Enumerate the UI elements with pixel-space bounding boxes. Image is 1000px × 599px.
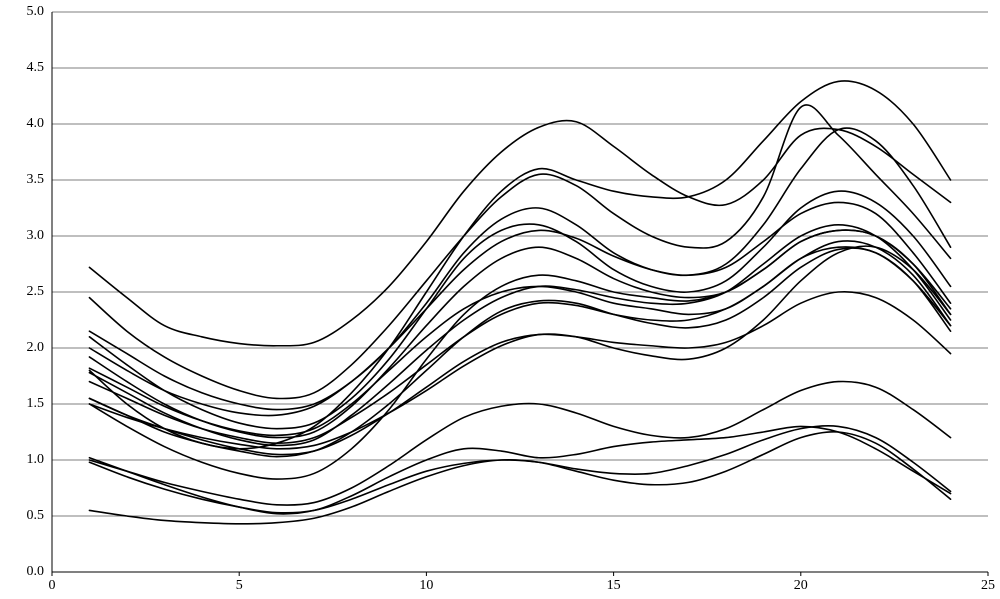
y-tick-label: 3.0 <box>0 228 44 244</box>
y-tick-label: 0.0 <box>0 564 44 580</box>
y-tick-label: 1.5 <box>0 396 44 412</box>
x-tick-label: 20 <box>794 578 808 594</box>
y-tick-label: 4.5 <box>0 60 44 76</box>
y-tick-label: 1.0 <box>0 452 44 468</box>
y-tick-label: 0.5 <box>0 508 44 524</box>
x-tick-label: 10 <box>419 578 433 594</box>
x-tick-label: 0 <box>49 578 56 594</box>
y-tick-label: 4.0 <box>0 116 44 132</box>
x-tick-label: 15 <box>607 578 621 594</box>
chart-svg <box>0 0 1000 599</box>
x-tick-label: 25 <box>981 578 995 594</box>
y-tick-label: 2.0 <box>0 340 44 356</box>
y-tick-label: 2.5 <box>0 284 44 300</box>
line-chart: 0.0 0.5 1.0 1.5 2.0 2.5 3.0 3.5 4.0 4.5 5.0 0 5 10 15 2… <box>0 0 1000 599</box>
y-tick-label: 3.5 <box>0 172 44 188</box>
y-tick-label: 5.0 <box>0 4 44 20</box>
x-tick-label: 5 <box>236 578 243 594</box>
